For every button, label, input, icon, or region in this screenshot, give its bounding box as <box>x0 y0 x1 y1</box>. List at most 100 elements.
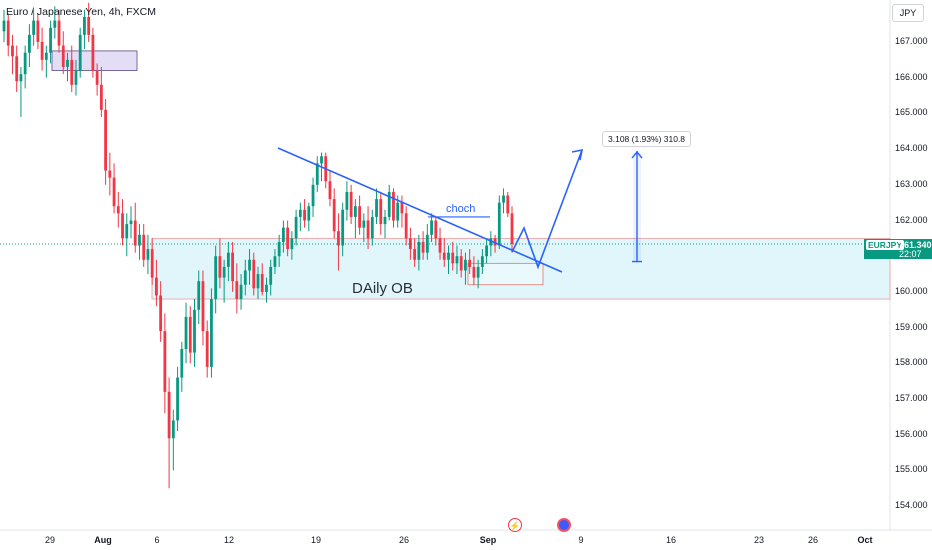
x-tick-label: 19 <box>310 535 322 545</box>
trend-line <box>277 147 563 273</box>
candle-body <box>49 27 52 53</box>
candle-body <box>36 20 40 42</box>
supply-box <box>51 50 138 71</box>
y-tick-label: 154.000 <box>895 500 928 511</box>
candle-body <box>193 309 196 353</box>
candle-body <box>83 17 86 35</box>
candle-body <box>442 252 446 260</box>
candle-body <box>163 331 167 392</box>
candle-body <box>11 45 14 57</box>
candle-body <box>70 59 74 85</box>
candle-body <box>150 249 154 278</box>
candle-body <box>2 20 6 32</box>
candle-body <box>133 220 137 246</box>
candle-body <box>472 266 476 278</box>
candle-body <box>294 216 298 239</box>
candle-body <box>409 238 412 250</box>
candle-body <box>87 17 91 35</box>
candle-body <box>434 220 438 239</box>
candle-body <box>125 224 129 239</box>
candle-body <box>218 256 222 278</box>
candle-body <box>464 259 467 271</box>
candle-body <box>197 281 201 310</box>
x-tick-label: 23 <box>753 535 765 545</box>
candle-body <box>248 259 251 271</box>
chart-title: Euro / Japanese Yen, 4h, FXCM <box>6 6 157 18</box>
candle-body <box>28 34 31 53</box>
candle-body <box>231 252 234 282</box>
symbol-badge: EURJPY <box>866 240 905 250</box>
candle-body <box>392 191 395 221</box>
candle-body <box>226 252 230 267</box>
projection-arrowhead <box>571 148 584 161</box>
candle-body <box>290 238 294 250</box>
candle-body <box>341 209 345 246</box>
candle-body <box>370 216 374 239</box>
candle-body <box>167 391 171 439</box>
candle-body <box>180 349 184 378</box>
candle-body <box>459 256 463 271</box>
candle-body <box>303 209 306 221</box>
y-tick-label: 165.000 <box>895 107 928 118</box>
candle-body <box>476 266 480 278</box>
candle-body <box>485 245 488 257</box>
candle-body <box>315 163 319 185</box>
candle-body <box>379 199 383 225</box>
candle-body <box>349 191 353 217</box>
candle-body <box>311 184 315 207</box>
candle-body <box>328 181 332 200</box>
candle-body <box>44 52 48 60</box>
candle-body <box>95 70 99 85</box>
y-tick-label: 155.000 <box>895 464 928 475</box>
x-tick-label: 26 <box>807 535 819 545</box>
candle-body <box>425 234 429 253</box>
candle-body <box>239 284 243 300</box>
candle-body <box>430 220 433 235</box>
economic-event-icon[interactable]: ⚡ <box>508 518 522 532</box>
candle-body <box>480 256 484 267</box>
projection-path <box>511 149 583 270</box>
candle-body <box>362 220 366 228</box>
candle-body <box>332 199 336 232</box>
candle-body <box>214 256 218 300</box>
candle-body <box>91 34 95 71</box>
candle-body <box>413 249 417 260</box>
x-tick-label: Sep <box>479 535 497 545</box>
candle-body <box>510 213 514 245</box>
candle-body <box>32 20 36 35</box>
candle-body <box>138 234 141 246</box>
candle-body <box>108 170 112 178</box>
x-tick-label: 12 <box>223 535 235 545</box>
y-tick-label: 164.000 <box>895 143 928 154</box>
x-tick-label: 26 <box>398 535 410 545</box>
candle-body <box>451 252 455 264</box>
candle-body <box>286 227 290 250</box>
candle-body <box>489 238 493 246</box>
candle-body <box>243 270 247 285</box>
x-tick-label: 29 <box>44 535 56 545</box>
x-tick-label: Aug <box>94 535 112 545</box>
x-tick-label: 16 <box>665 535 677 545</box>
candle-body <box>74 70 78 85</box>
candle-body <box>19 74 23 82</box>
candle-body <box>155 277 158 296</box>
candle-body <box>438 238 442 253</box>
candle-body <box>502 195 505 203</box>
dividend-event-icon[interactable] <box>557 518 571 532</box>
currency-button[interactable]: JPY <box>892 4 924 22</box>
candle-body <box>421 241 425 253</box>
y-tick-label: 166.000 <box>895 71 928 82</box>
candle-body <box>320 156 323 164</box>
candle-body <box>497 202 501 246</box>
candle-body <box>387 191 391 217</box>
candle-body <box>201 281 205 332</box>
candle-body <box>383 216 387 225</box>
y-tick-label: 160.000 <box>895 285 928 296</box>
candle-body <box>256 274 260 289</box>
candle-body <box>455 256 459 264</box>
candle-body <box>23 52 27 75</box>
candle-body <box>40 42 44 60</box>
candle-body <box>273 256 277 267</box>
